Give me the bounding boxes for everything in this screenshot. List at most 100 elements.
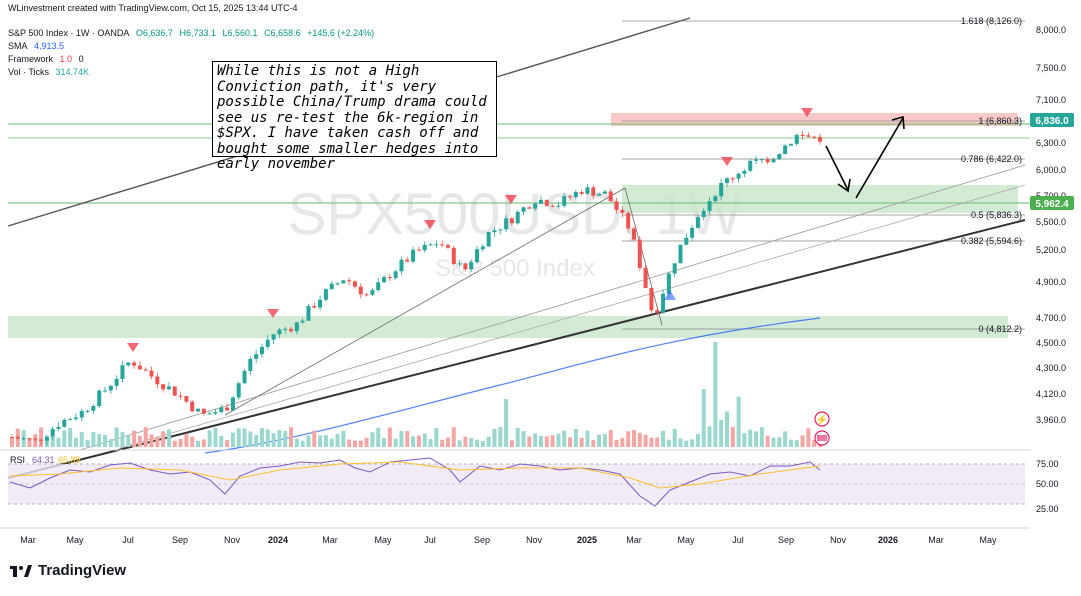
candle-body [91, 405, 96, 411]
candle-body [620, 209, 625, 213]
volume-bar [521, 431, 526, 447]
volume-bar [544, 436, 549, 447]
volume-bar [312, 430, 317, 447]
price-tag-level-bg [1030, 196, 1074, 210]
volume-bar [591, 440, 596, 447]
main-trend-line[interactable] [7, 219, 1026, 479]
volume-bar [143, 427, 148, 447]
candle-body [382, 277, 387, 283]
volume-bar [666, 439, 671, 447]
candle-body [463, 263, 468, 270]
projection-up-arrow [855, 117, 904, 199]
volume-bar [440, 439, 445, 447]
candles [10, 131, 822, 446]
candle-body [230, 397, 235, 411]
volume-bar [323, 435, 328, 447]
volume-bar [788, 439, 793, 447]
lightning-icon[interactable] [814, 411, 830, 427]
y-tick-label: 4,300.0 [1036, 363, 1066, 373]
candle-body [643, 268, 648, 288]
candle-body [289, 328, 294, 332]
volume-bar [602, 434, 607, 447]
candle-body [149, 370, 154, 377]
candle-body [166, 386, 171, 390]
candle-body [631, 228, 636, 240]
candle-body [393, 271, 398, 279]
volume-bar [277, 430, 282, 447]
volume-bar [515, 427, 520, 447]
volume-bar [10, 437, 14, 447]
fib-label-0: 0 (4,812.2) [978, 324, 1022, 334]
candle-body [137, 365, 142, 370]
candle-body [277, 329, 282, 335]
candle-body [405, 259, 410, 262]
price-tag-current-bg [1030, 113, 1074, 127]
candle-body [498, 229, 503, 231]
rsi-ma-line [9, 461, 821, 489]
volume-bar [79, 431, 84, 447]
volume-bar [672, 428, 677, 447]
candle-body [661, 293, 666, 313]
tradingview-logo[interactable]: TradingView [10, 562, 126, 579]
x-tick-label: Mar [626, 535, 642, 545]
volume-bar [219, 435, 224, 447]
candle-body [294, 322, 299, 332]
rsi-tick-label: 75.00 [1036, 459, 1059, 469]
volume-bar [724, 411, 729, 447]
candle-body [236, 383, 241, 398]
volume-bar [445, 437, 450, 447]
volume-bar [631, 429, 636, 447]
x-tick-label: May [677, 535, 695, 545]
volume-bar [463, 436, 468, 447]
candle-body [39, 439, 44, 441]
volume-bar [556, 433, 561, 447]
candle-body [318, 299, 323, 308]
candle-body [15, 437, 20, 439]
rsi-axis: 75.00 50.00 25.00 [1036, 459, 1059, 514]
x-axis[interactable]: Mar May Jul Sep Nov 2024 Mar May Jul Sep Nov 2025 Ma… [20, 535, 997, 545]
candle-body [724, 178, 729, 183]
volume-bar [178, 438, 183, 447]
candle-body [480, 246, 485, 250]
volume-bar [416, 435, 421, 447]
volume-legend[interactable]: Vol · Ticks 314.74K [8, 67, 93, 77]
volume-bar [736, 396, 741, 447]
candle-body [225, 407, 230, 411]
volume-bar [161, 431, 166, 447]
candle-body [591, 187, 596, 196]
x-tick-label: Sep [172, 535, 188, 545]
sma-value: 4,913.5 [34, 41, 65, 51]
annotation-note[interactable]: While this is not a High Conviction path… [212, 61, 497, 172]
candle-body [184, 396, 189, 402]
candle-body [50, 428, 55, 437]
candle-body [399, 259, 404, 272]
candle-body [783, 145, 788, 155]
volume-bar [509, 440, 514, 447]
candle-body [376, 282, 381, 291]
volume-bar [318, 435, 323, 447]
pivot-high-marker [424, 220, 436, 229]
candle-body [248, 358, 253, 371]
volume-bar [364, 437, 369, 447]
support-zone-lower [8, 316, 1008, 338]
framework-label: Framework [8, 54, 54, 64]
ohlc-open: O6,636.7 [135, 28, 173, 38]
candle-body [748, 160, 753, 171]
candle-body [614, 201, 619, 210]
y-axis[interactable]: 8,000.07,500.07,100.06,700.06,300.06,000… [1036, 25, 1066, 425]
volume-bar [294, 438, 299, 447]
rsi-value2: 65.89 [58, 455, 81, 465]
x-tick-label: Nov [830, 535, 847, 545]
y-tick-label: 7,500.0 [1036, 63, 1066, 73]
candle-body [690, 227, 695, 238]
candle-body [695, 217, 700, 228]
candle-body [79, 410, 84, 418]
volume-bar [701, 389, 706, 447]
flag-glyph [817, 435, 827, 441]
sma-legend[interactable]: SMA 4,913.5 [8, 41, 68, 51]
volume-bar [73, 437, 78, 447]
symbol-name[interactable]: S&P 500 Index · 1W · OANDA [8, 28, 130, 38]
candle-body [207, 413, 212, 415]
framework-legend[interactable]: Framework 1.0 0 [8, 54, 88, 64]
